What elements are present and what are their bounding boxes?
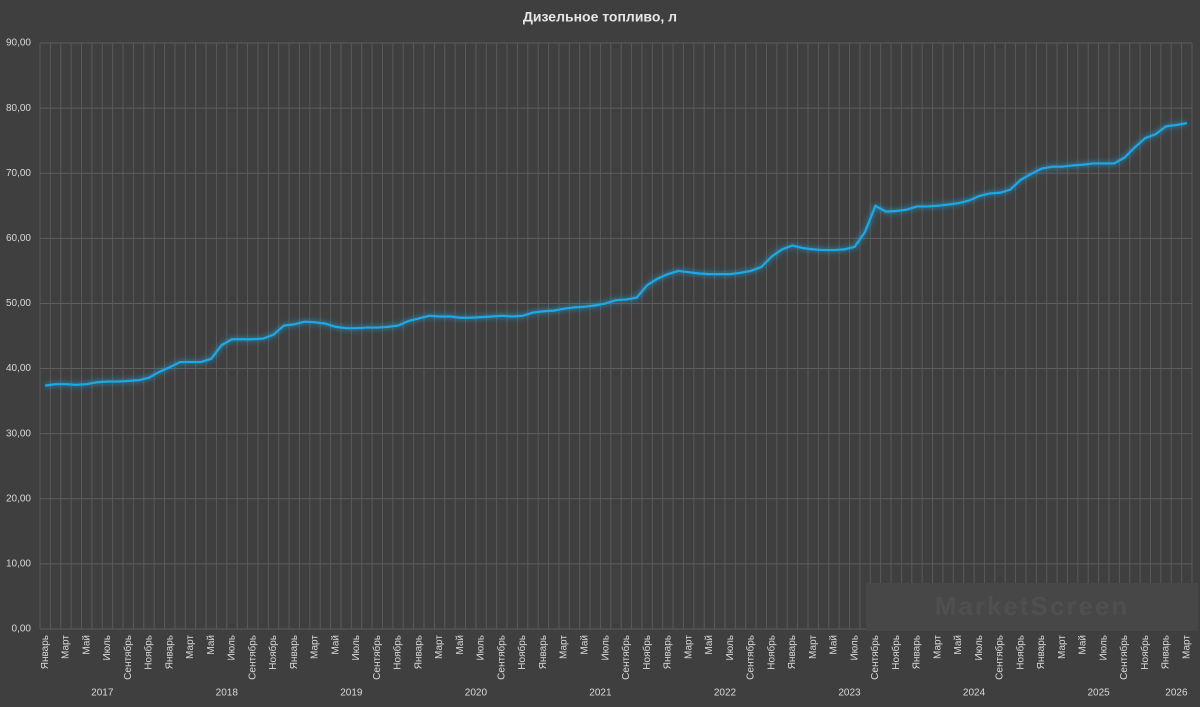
x-tick-label: Ноябрь	[267, 635, 279, 670]
year-label: 2018	[216, 688, 239, 699]
x-tick-label: Март	[932, 635, 943, 659]
x-tick-label: Март	[1181, 635, 1192, 659]
x-tick-label: Май	[829, 635, 840, 655]
chart-title: Дизельное топливо, л	[523, 9, 677, 25]
x-tick-label: Январь	[912, 635, 923, 669]
year-label: 2025	[1087, 688, 1110, 699]
x-tick-label: Сентябрь	[994, 635, 1006, 680]
year-label: 2021	[589, 688, 612, 699]
y-tick-label: 0,00	[12, 624, 32, 635]
x-tick-label: Январь	[1036, 635, 1047, 669]
x-tick-label: Январь	[40, 635, 51, 669]
x-tick-label: Март	[1057, 635, 1068, 659]
x-tick-label: Май	[580, 635, 591, 655]
x-tick-label: Май	[330, 635, 341, 655]
x-tick-label: Июль	[476, 635, 487, 661]
watermark-box	[866, 583, 1198, 631]
x-tick-label: Май	[206, 635, 217, 655]
x-tick-label: Сентябрь	[869, 635, 881, 680]
x-tick-label: Март	[434, 635, 445, 659]
y-tick-label: 40,00	[6, 363, 31, 374]
x-tick-label: Сентябрь	[371, 635, 383, 680]
year-label: 2017	[91, 688, 114, 699]
x-tick-label: Ноябрь	[765, 635, 777, 670]
year-label: 2026	[1165, 688, 1188, 699]
x-tick-label: Июль	[351, 635, 362, 661]
x-tick-label: Сентябрь	[246, 635, 258, 680]
y-tick-label: 80,00	[6, 103, 31, 114]
x-tick-label: Ноябрь	[516, 635, 528, 670]
watermark: MarketScreen	[935, 591, 1130, 621]
x-tick-label: Май	[1078, 635, 1089, 655]
x-tick-label: Июль	[102, 635, 113, 661]
x-tick-label: Март	[683, 635, 694, 659]
y-tick-label: 30,00	[6, 428, 31, 439]
x-tick-label: Июль	[974, 635, 985, 661]
x-tick-label: Январь	[787, 635, 798, 669]
x-tick-label: Сентябрь	[122, 635, 134, 680]
x-tick-label: Сентябрь	[495, 635, 507, 680]
x-tick-label: Июль	[227, 635, 238, 661]
x-tick-label: Июль	[849, 635, 860, 661]
year-label: 2022	[714, 688, 737, 699]
y-tick-label: 20,00	[6, 493, 31, 504]
x-tick-label: Ноябрь	[143, 635, 155, 670]
x-tick-label: Сентябрь	[745, 635, 757, 680]
x-tick-label: Июль	[600, 635, 611, 661]
y-tick-label: 60,00	[6, 233, 31, 244]
x-tick-label: Март	[808, 635, 819, 659]
x-tick-label: Январь	[413, 635, 424, 669]
x-tick-label: Март	[185, 635, 196, 659]
year-label: 2020	[465, 688, 488, 699]
x-tick-label: Ноябрь	[641, 635, 653, 670]
x-tick-label: Май	[704, 635, 715, 655]
x-tick-label: Январь	[164, 635, 175, 669]
x-tick-label: Январь	[538, 635, 549, 669]
y-tick-label: 70,00	[6, 168, 31, 179]
x-tick-label: Январь	[663, 635, 674, 669]
x-tick-label: Март	[61, 635, 72, 659]
x-tick-label: Январь	[1161, 635, 1172, 669]
x-tick-label: Март	[559, 635, 570, 659]
x-tick-label: Ноябрь	[1139, 635, 1151, 670]
x-tick-label: Июль	[725, 635, 736, 661]
x-tick-label: Ноябрь	[392, 635, 404, 670]
x-tick-label: Май	[455, 635, 466, 655]
x-tick-label: Март	[310, 635, 321, 659]
x-tick-label: Ноябрь	[1014, 635, 1026, 670]
x-tick-label: Ноябрь	[890, 635, 902, 670]
x-tick-label: Май	[81, 635, 92, 655]
x-tick-label: Май	[953, 635, 964, 655]
y-tick-label: 50,00	[6, 298, 31, 309]
x-tick-label: Июль	[1098, 635, 1109, 661]
year-label: 2023	[838, 688, 861, 699]
x-tick-label: Январь	[289, 635, 300, 669]
y-tick-label: 90,00	[6, 38, 31, 49]
y-tick-label: 10,00	[6, 559, 31, 570]
line-series	[45, 122, 1188, 387]
year-label: 2024	[963, 688, 986, 699]
x-tick-label: Сентябрь	[1118, 635, 1130, 680]
year-label: 2019	[340, 688, 363, 699]
x-tick-label: Сентябрь	[620, 635, 632, 680]
